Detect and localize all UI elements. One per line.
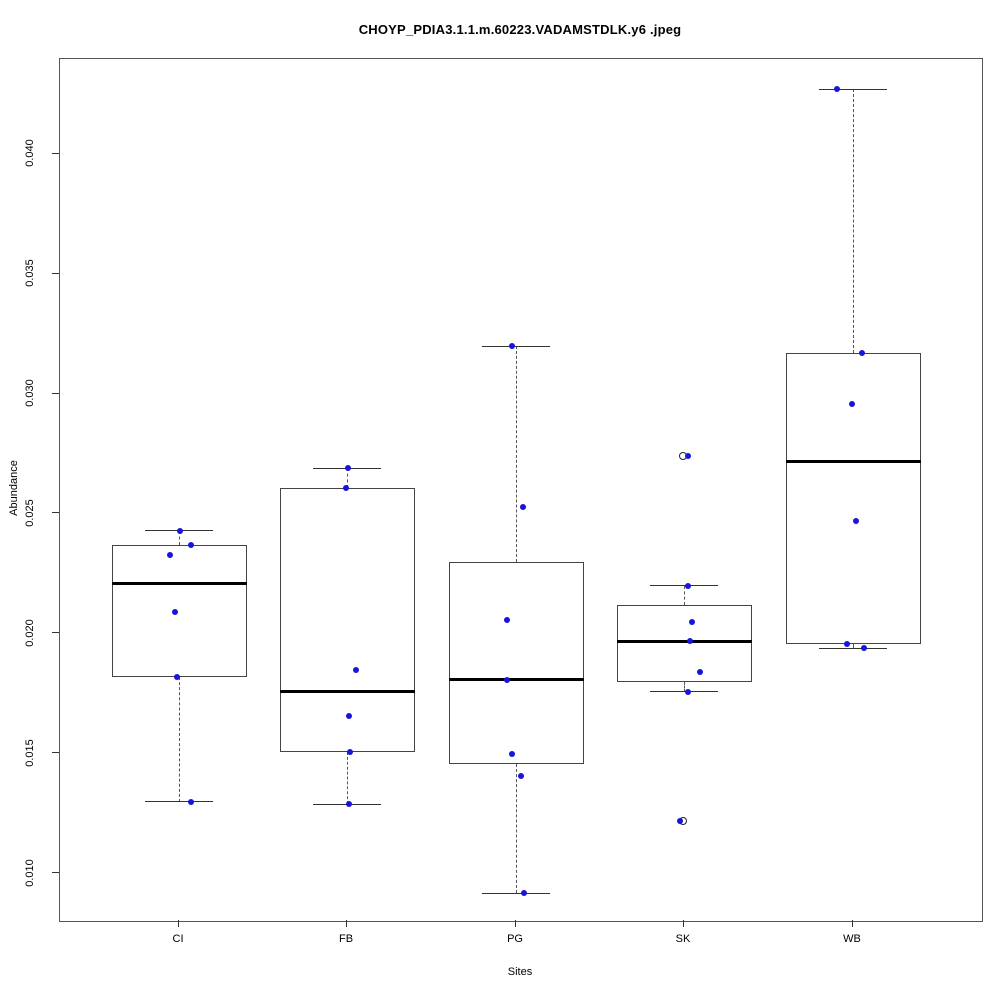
upper-whisker-SK	[683, 585, 685, 606]
data-point-CI	[188, 542, 195, 549]
iqr-box-CI	[111, 545, 247, 678]
data-point-PG	[518, 772, 525, 779]
data-point-FB	[353, 666, 360, 673]
data-point-CI	[167, 551, 174, 558]
data-point-SK	[697, 669, 703, 676]
data-point-CI	[177, 527, 184, 534]
median-line-FB	[279, 690, 415, 694]
x-tick-label-FB: FB	[338, 933, 354, 945]
lower-whisker-PG	[515, 763, 517, 894]
lower-whisker-FB	[346, 751, 348, 805]
data-point-WB	[853, 518, 859, 525]
y-tick-label: 0.040	[24, 139, 36, 167]
data-point-WB	[859, 350, 865, 357]
data-point-CI	[174, 674, 181, 681]
data-point-PG	[509, 750, 516, 757]
x-tick-mark	[345, 920, 347, 927]
lower-whisker-cap-WB	[819, 647, 887, 649]
data-point-SK	[677, 818, 683, 825]
data-point-PG	[520, 503, 527, 510]
y-tick-label: 0.015	[24, 739, 36, 767]
data-point-FB	[346, 801, 353, 808]
data-point-PG	[504, 616, 511, 623]
lower-whisker-cap-CI	[145, 801, 214, 803]
y-tick-label: 0.010	[24, 859, 36, 887]
chart-title: CHOYP_PDIA3.1.1.m.60223.VADAMSTDLK.y6 .j…	[358, 22, 682, 37]
upper-whisker-WB	[852, 89, 854, 354]
x-tick-label-CI: CI	[172, 933, 184, 945]
data-point-CI	[172, 609, 179, 616]
y-tick-mark	[52, 392, 59, 394]
y-axis-label: Abundance	[8, 460, 20, 516]
median-line-PG	[448, 678, 584, 682]
y-tick-mark	[52, 632, 59, 634]
upper-whisker-PG	[515, 346, 517, 562]
data-point-PG	[521, 890, 528, 897]
lower-whisker-CI	[178, 677, 180, 802]
data-point-PG	[504, 676, 511, 683]
lower-whisker-cap-PG	[482, 892, 551, 894]
lower-whisker-WB	[852, 643, 854, 649]
median-line-CI	[111, 582, 247, 586]
upper-whisker-FB	[346, 468, 348, 488]
x-tick-mark	[514, 920, 516, 927]
upper-whisker-cap-PG	[482, 345, 551, 347]
lower-whisker-cap-SK	[650, 691, 718, 693]
data-point-PG	[509, 343, 516, 349]
iqr-box-FB	[279, 487, 415, 752]
data-point-WB	[834, 86, 840, 93]
y-tick-label: 0.035	[24, 259, 36, 287]
iqr-box-PG	[448, 561, 584, 764]
data-point-SK	[687, 638, 693, 645]
upper-whisker-CI	[178, 530, 180, 546]
data-point-SK	[685, 453, 691, 460]
y-tick-mark	[52, 272, 59, 274]
upper-whisker-cap-SK	[650, 585, 718, 587]
y-tick-label: 0.025	[24, 499, 36, 527]
iqr-box-WB	[785, 353, 921, 644]
y-tick-label: 0.020	[24, 619, 36, 647]
data-point-FB	[345, 465, 352, 472]
median-line-WB	[785, 459, 921, 463]
y-tick-label: 0.030	[24, 379, 36, 407]
upper-whisker-cap-WB	[819, 88, 887, 90]
data-point-WB	[861, 645, 867, 652]
x-axis-label: Sites	[507, 966, 533, 978]
x-tick-mark	[682, 920, 684, 927]
iqr-box-SK	[616, 605, 752, 682]
data-point-CI	[188, 798, 195, 805]
data-point-SK	[689, 618, 695, 625]
y-tick-mark	[52, 872, 59, 874]
x-tick-label-SK: SK	[675, 933, 691, 945]
data-point-SK	[685, 582, 691, 589]
x-tick-mark	[177, 920, 179, 927]
lower-whisker-SK	[683, 681, 685, 692]
x-tick-label-PG: PG	[507, 933, 523, 945]
x-tick-mark	[851, 920, 853, 927]
median-line-SK	[616, 639, 752, 643]
data-point-FB	[346, 712, 353, 719]
plot-area	[59, 58, 983, 922]
data-point-WB	[844, 640, 850, 647]
x-tick-label-WB: WB	[843, 933, 861, 945]
y-tick-mark	[52, 512, 59, 514]
y-tick-mark	[52, 152, 59, 154]
data-point-WB	[849, 400, 855, 407]
data-point-FB	[347, 748, 354, 755]
y-tick-mark	[52, 752, 59, 754]
data-point-FB	[343, 484, 350, 491]
data-point-SK	[685, 688, 691, 695]
